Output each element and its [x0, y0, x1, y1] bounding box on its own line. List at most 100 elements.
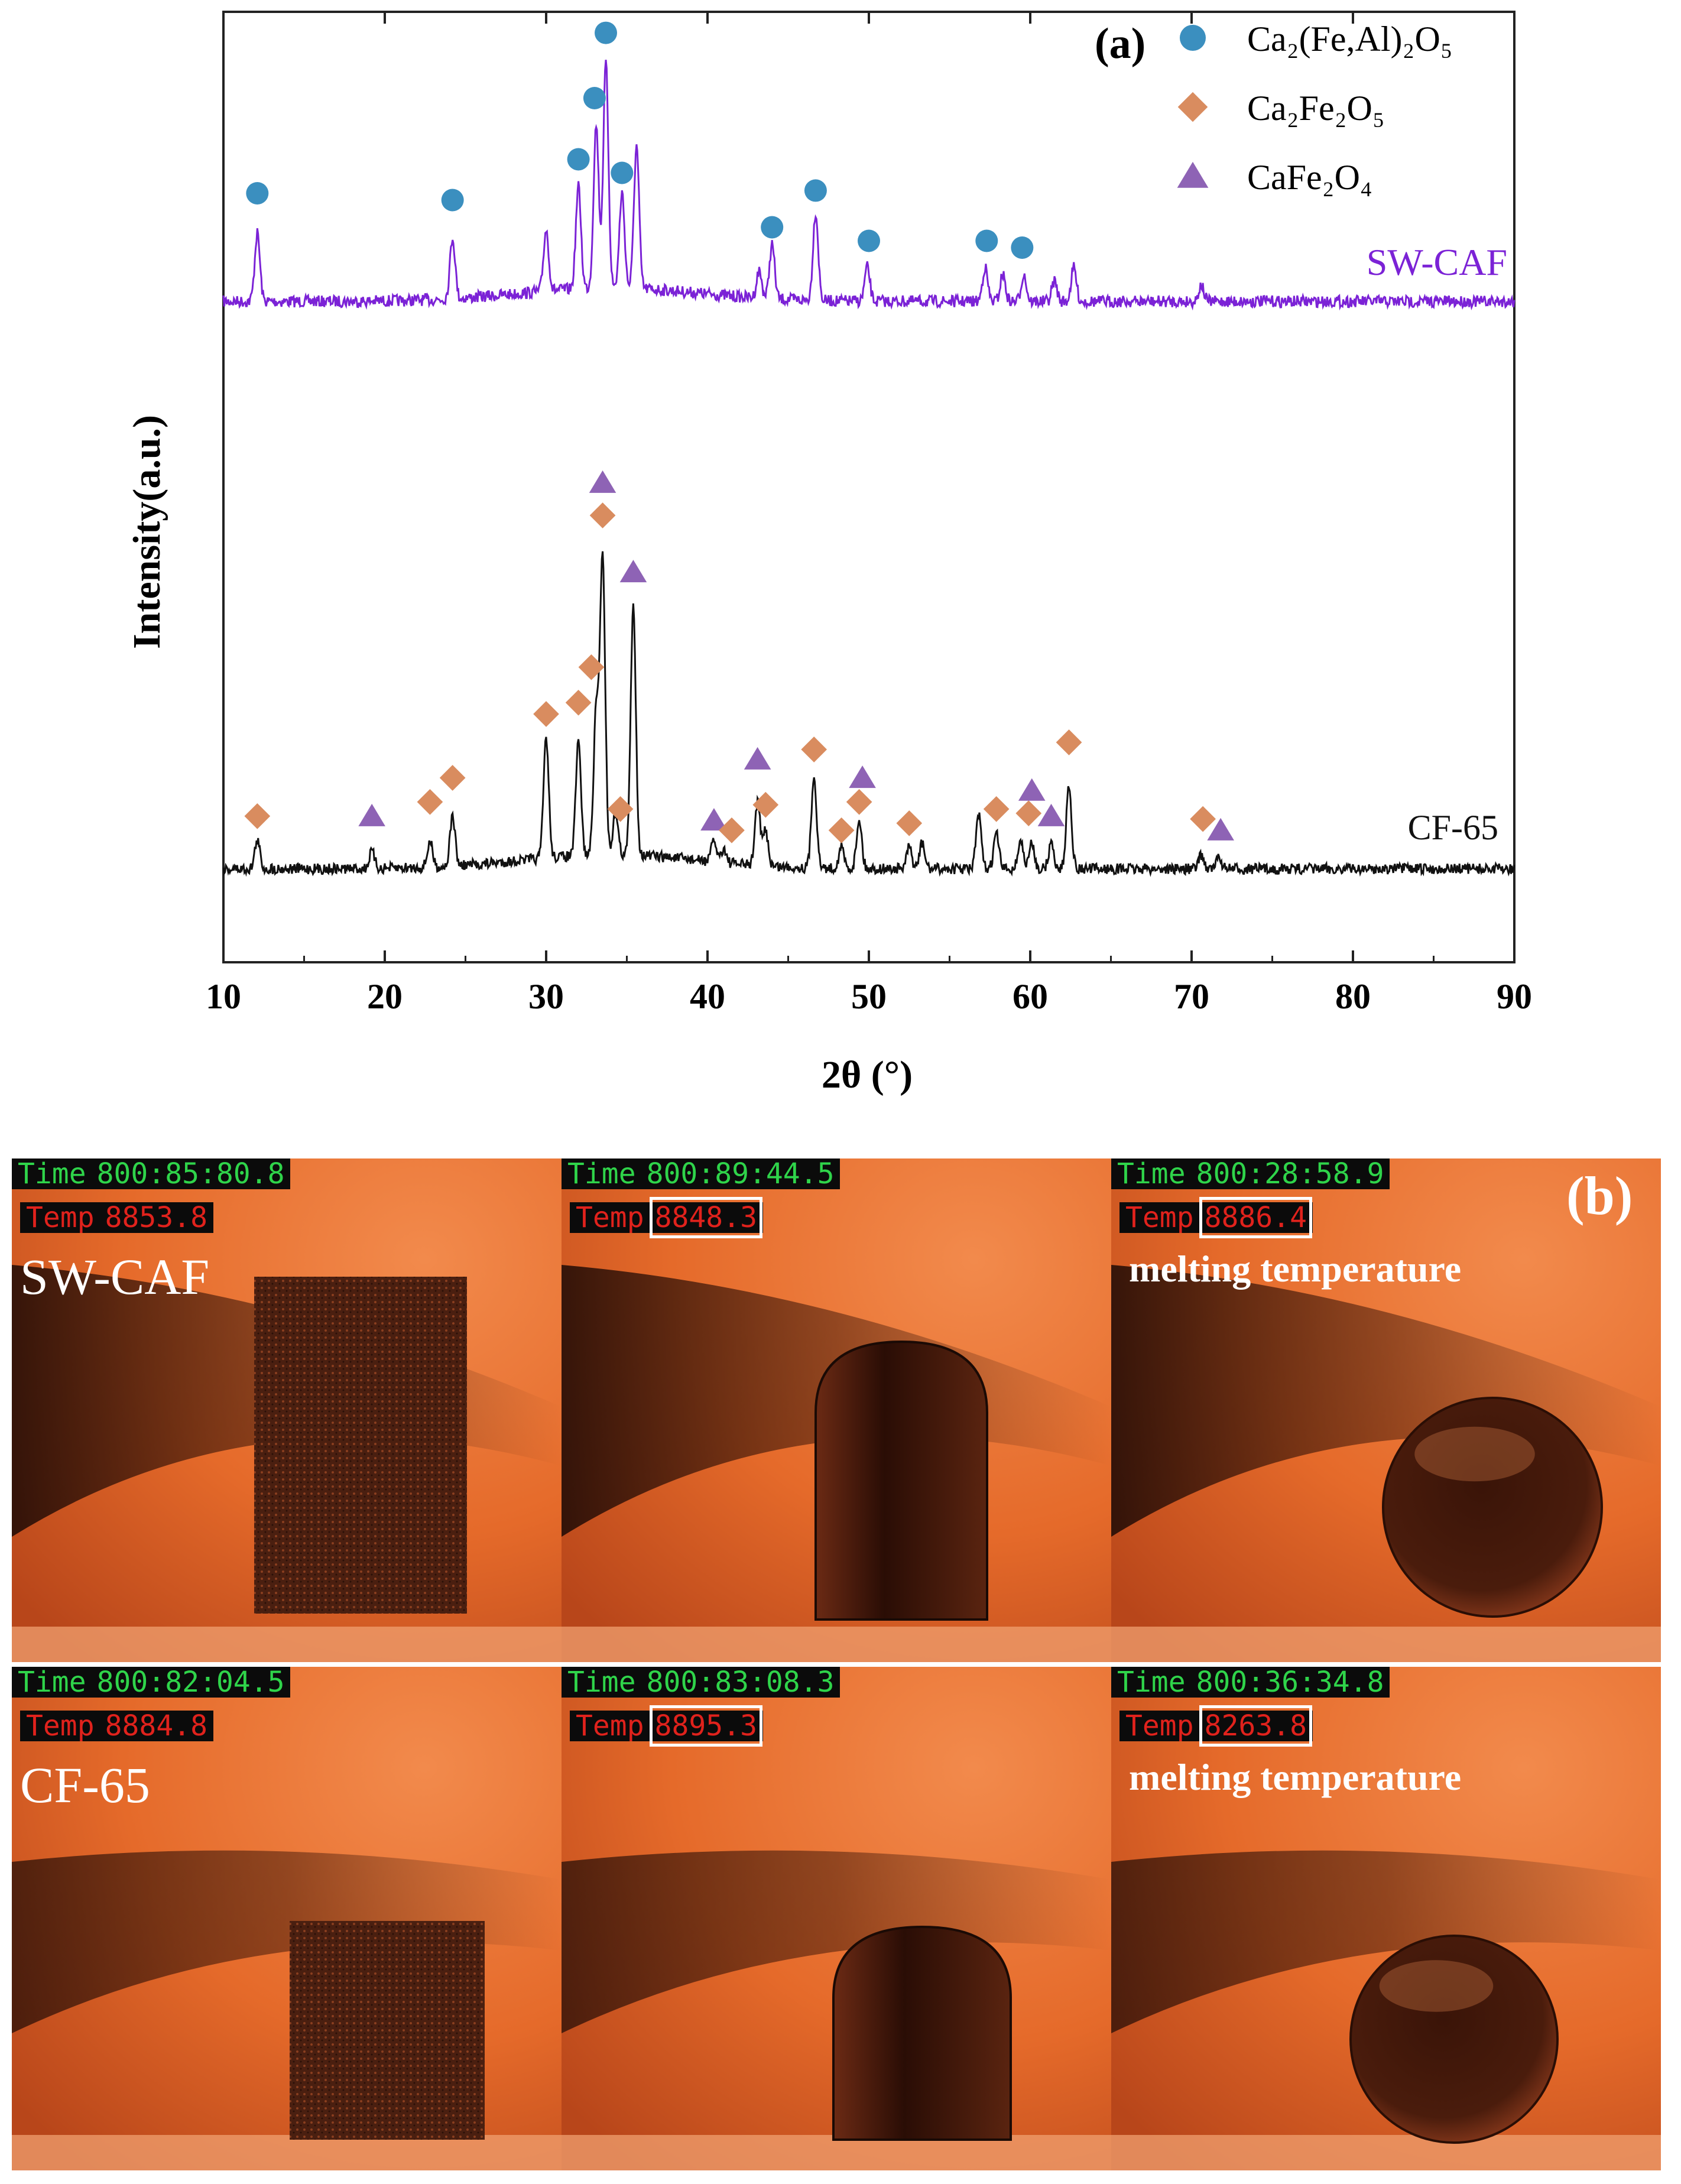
x-tick-label: 90: [1497, 977, 1532, 1016]
time-label: Time: [567, 1667, 636, 1699]
x-tick-label: 20: [367, 977, 403, 1016]
series-label-sw-caf: SW-CAF: [1367, 241, 1507, 283]
temp-value: 8848.3: [649, 1197, 763, 1238]
sample-cylinder: [290, 1921, 485, 2140]
peak-marker-triangle: [358, 803, 385, 826]
legend-marker-circle: [1180, 25, 1206, 51]
peak-marker-diamond: [578, 654, 605, 680]
furnace-shadow: [1111, 1265, 1661, 1537]
peak-marker-triangle: [744, 747, 771, 770]
time-label: Time: [567, 1158, 636, 1190]
legend-marker-triangle: [1177, 161, 1209, 188]
peak-marker-diamond: [439, 765, 466, 791]
time-readout: Time 800:85:80.8: [12, 1158, 291, 1190]
sphere-highlight: [1379, 1960, 1494, 2012]
peak-marker-diamond: [417, 788, 443, 815]
peak-marker-circle: [975, 229, 998, 252]
time-value: 800:82:04.5: [96, 1667, 285, 1699]
melting-temperature-label: melting temperature: [1129, 1248, 1462, 1290]
peak-marker-circle: [246, 182, 269, 205]
xrd-chart-panel: 10 20 30 40 50 60 70 80 90 (a) Intensity(a.u.) 2…: [125, 11, 1532, 1096]
series-line-cf-65: [222, 551, 1516, 877]
temp-readout: Temp 8263.8: [1119, 1705, 1313, 1747]
sample-sphere: [1349, 1935, 1559, 2144]
peak-marker-triangle: [700, 808, 728, 831]
hot-stage-frame: Time 800:82:04.5 Temp 8884.8 CF-65: [12, 1667, 562, 2170]
legend: Ca₂(Fe,Al)₂O₅ Ca₂Fe₂O₅ CaFe₂O₄: [1177, 20, 1453, 197]
temp-label: Temp: [576, 1201, 644, 1234]
x-tick-label: 40: [690, 977, 725, 1016]
furnace-shadow: [562, 1850, 1111, 2033]
temp-value: 8884.8: [105, 1709, 207, 1742]
hot-stage-frame: Time 800:85:80.8 Temp 8853.8 SW-CAF: [12, 1158, 562, 1662]
peak-marker-diamond: [589, 502, 616, 528]
legend-entry-label: CaFe₂O₄: [1247, 158, 1372, 197]
substrate: [1111, 1627, 1661, 1662]
peak-marker-diamond: [719, 817, 745, 843]
plot-frame: [222, 11, 1516, 963]
y-axis-label: Intensity(a.u.): [125, 415, 168, 649]
peak-marker-diamond: [565, 689, 592, 716]
series-label-cf-65: CF-65: [1408, 808, 1498, 847]
time-readout: Time 800:36:34.8: [1111, 1667, 1390, 1698]
peak-marker-diamond: [752, 791, 779, 818]
time-readout: Time 800:28:58.9: [1111, 1158, 1390, 1189]
time-value: 800:83:08.3: [646, 1667, 835, 1699]
peak-marker-diamond: [896, 810, 923, 836]
peak-marker-triangle: [1018, 778, 1046, 801]
sample-label: CF-65: [20, 1757, 150, 1813]
temp-value: 8263.8: [1199, 1705, 1313, 1747]
panel-label-b: (b): [1566, 1166, 1633, 1226]
legend-entry-label: Ca₂Fe₂O₅: [1247, 89, 1385, 128]
peak-marker-triangle: [619, 560, 647, 583]
time-label: Time: [18, 1158, 86, 1190]
temp-value: 8886.4: [1199, 1197, 1313, 1238]
peak-marker-diamond: [983, 796, 1010, 822]
legend-marker-diamond: [1177, 92, 1208, 122]
hot-stage-image-grid: Time 800:85:80.8 Temp 8853.8 SW-CAF: [12, 1158, 1661, 2175]
peak-marker-circle: [1011, 236, 1034, 259]
melting-temperature-label: melting temperature: [1129, 1756, 1462, 1798]
sample-label: SW-CAF: [20, 1248, 210, 1305]
time-value: 800:85:80.8: [96, 1158, 285, 1190]
time-label: Time: [1117, 1158, 1186, 1190]
hot-stage-frame: Time 800:28:58.9 Temp 8886.4 melting tempera…: [1111, 1158, 1661, 1662]
sample-rounded: [814, 1340, 988, 1621]
furnace-shadow: [1111, 1850, 1661, 2033]
peak-marker-circle: [761, 216, 784, 239]
temp-readout: Temp 8886.4: [1119, 1197, 1313, 1238]
x-tick-label: 10: [206, 977, 241, 1016]
temp-readout: Temp 8884.8: [20, 1711, 213, 1741]
peak-marker-diamond: [1056, 729, 1082, 755]
peak-marker-circle: [804, 179, 827, 202]
peak-marker-circle: [595, 21, 618, 44]
x-tick-label: 80: [1335, 977, 1371, 1016]
hot-stage-frame: Time 800:89:44.5 Temp 8848.3: [562, 1158, 1111, 1662]
xrd-chart: 10 20 30 40 50 60 70 80 90 (a) Intensity(a.u.) 2…: [125, 11, 1532, 1096]
time-label: Time: [18, 1667, 86, 1699]
x-tick-label: 50: [851, 977, 887, 1016]
substrate: [1111, 2135, 1661, 2170]
temp-label: Temp: [576, 1709, 644, 1742]
time-label: Time: [1117, 1667, 1186, 1699]
peak-marker-diamond: [244, 803, 271, 829]
x-tick-label: 60: [1013, 977, 1048, 1016]
peak-marker-diamond: [1015, 800, 1042, 826]
temp-readout: Temp 8853.8: [20, 1202, 213, 1233]
series-line-sw-caf: [222, 60, 1516, 311]
sample-rounded: [832, 1925, 1012, 2141]
hot-stage-frame: Time 800:83:08.3 Temp 8895.3: [562, 1667, 1111, 2170]
temp-value: 8853.8: [105, 1201, 207, 1234]
time-readout: Time 800:89:44.5: [562, 1158, 840, 1189]
temp-value: 8895.3: [649, 1705, 763, 1747]
peak-marker-circle: [858, 229, 880, 252]
substrate: [12, 1627, 562, 1662]
time-value: 800:28:58.9: [1196, 1158, 1384, 1190]
peak-marker-triangle: [849, 765, 876, 788]
temp-readout: Temp 8848.3: [570, 1197, 763, 1238]
peak-marker-triangle: [1207, 817, 1234, 841]
x-tick-label: 30: [528, 977, 564, 1016]
sample-cylinder: [254, 1277, 467, 1614]
peak-marker-diamond: [801, 736, 827, 762]
peak-marker-triangle: [589, 470, 616, 493]
